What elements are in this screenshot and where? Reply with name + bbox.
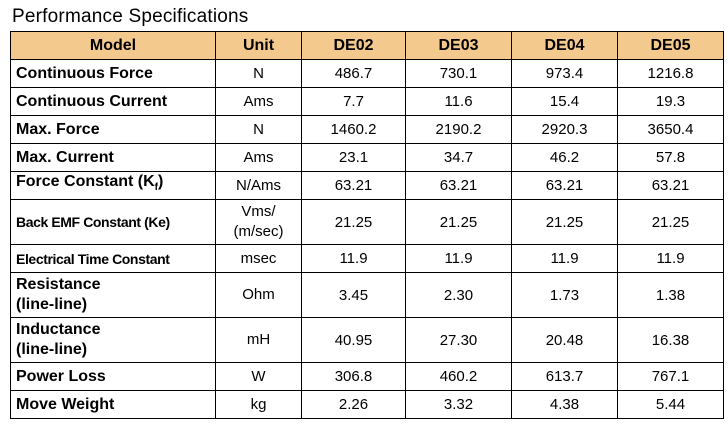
header-de05: DE05 <box>617 31 724 60</box>
cell-value: 21.25 <box>511 199 618 245</box>
row-unit: Vms/ (m/sec) <box>215 199 302 245</box>
header-de03: DE03 <box>405 31 512 60</box>
header-de02: DE02 <box>301 31 406 60</box>
cell-value: 11.9 <box>617 244 724 273</box>
row-label-end: ) <box>158 173 164 191</box>
cell-value: 23.1 <box>301 143 406 172</box>
header-de04: DE04 <box>511 31 618 60</box>
cell-value: 16.38 <box>617 317 724 363</box>
cell-value: 20.48 <box>511 317 618 363</box>
row-unit: N <box>215 115 302 144</box>
cell-value: 1216.8 <box>617 59 724 88</box>
header-row: Model Unit DE02 DE03 DE04 DE05 <box>10 31 724 60</box>
row-label-line: (line-line) <box>16 341 88 358</box>
cell-value: 63.21 <box>405 171 512 200</box>
cell-value: 63.21 <box>617 171 724 200</box>
row-label-text: Force Constant (K <box>16 173 155 191</box>
cell-value: 46.2 <box>511 143 618 172</box>
row-label: Force Constant (Kf) <box>10 171 216 200</box>
row-unit-line: (m/sec) <box>233 223 284 240</box>
row-unit-line: Vms/ <box>241 203 276 220</box>
row-label: Max. Force <box>10 115 216 144</box>
cell-value: 34.7 <box>405 143 512 172</box>
row-unit: Ohm <box>215 272 302 318</box>
table-row: Power Loss W 306.8 460.2 613.7 767.1 <box>10 362 724 391</box>
cell-value: 2.26 <box>301 390 406 419</box>
row-unit: msec <box>215 244 302 273</box>
cell-value: 3.45 <box>301 272 406 318</box>
page-title: Performance Specifications <box>12 6 249 27</box>
cell-value: 4.38 <box>511 390 618 419</box>
cell-value: 11.9 <box>405 244 512 273</box>
cell-value: 2190.2 <box>405 115 512 144</box>
cell-value: 11.9 <box>301 244 406 273</box>
row-label: Continuous Current <box>10 87 216 116</box>
row-label: Power Loss <box>10 362 216 391</box>
cell-value: 1.73 <box>511 272 618 318</box>
cell-value: 1460.2 <box>301 115 406 144</box>
cell-value: 460.2 <box>405 362 512 391</box>
row-label-line: Resistance <box>16 276 101 293</box>
row-unit: Ams <box>215 87 302 116</box>
table-row: Electrical Time Constant msec 11.9 11.9 … <box>10 244 724 273</box>
cell-value: 15.4 <box>511 87 618 116</box>
table-row: Max. Current Ams 23.1 34.7 46.2 57.8 <box>10 143 724 172</box>
cell-value: 11.9 <box>511 244 618 273</box>
cell-value: 57.8 <box>617 143 724 172</box>
cell-value: 5.44 <box>617 390 724 419</box>
row-label-subscript: f <box>154 182 159 194</box>
performance-spec-table: Model Unit DE02 DE03 DE04 DE05 Continuou… <box>10 31 724 419</box>
row-label: Max. Current <box>10 143 216 172</box>
header-model: Model <box>10 31 216 60</box>
table-row: Continuous Force N 486.7 730.1 973.4 121… <box>10 59 724 88</box>
table-row: Back EMF Constant (Ke) Vms/ (m/sec) 21.25… <box>10 199 724 245</box>
row-label-line: Inductance <box>16 321 101 338</box>
cell-value: 27.30 <box>405 317 512 363</box>
table-row: Inductance (line-line) mH 40.95 27.30 20.… <box>10 317 724 363</box>
cell-value: 973.4 <box>511 59 618 88</box>
cell-value: 11.6 <box>405 87 512 116</box>
row-unit: Ams <box>215 143 302 172</box>
cell-value: 63.21 <box>511 171 618 200</box>
row-label: Continuous Force <box>10 59 216 88</box>
row-label: Resistance (line-line) <box>10 272 216 318</box>
cell-value: 3.32 <box>405 390 512 419</box>
table-row: Force Constant (Kf) N/Ams 63.21 63.21 63… <box>10 171 724 200</box>
table-row: Resistance (line-line) Ohm 3.45 2.30 1.73… <box>10 272 724 318</box>
cell-value: 19.3 <box>617 87 724 116</box>
cell-value: 21.25 <box>301 199 406 245</box>
table-row: Continuous Current Ams 7.7 11.6 15.4 19.… <box>10 87 724 116</box>
cell-value: 730.1 <box>405 59 512 88</box>
row-unit: kg <box>215 390 302 419</box>
cell-value: 306.8 <box>301 362 406 391</box>
cell-value: 767.1 <box>617 362 724 391</box>
row-label-line: (line-line) <box>16 296 88 313</box>
row-label: Electrical Time Constant <box>10 244 216 273</box>
row-label: Back EMF Constant (Ke) <box>10 199 216 245</box>
header-unit: Unit <box>215 31 302 60</box>
row-label: Inductance (line-line) <box>10 317 216 363</box>
row-unit: N <box>215 59 302 88</box>
cell-value: 7.7 <box>301 87 406 116</box>
row-unit: mH <box>215 317 302 363</box>
row-label: Move Weight <box>10 390 216 419</box>
cell-value: 486.7 <box>301 59 406 88</box>
cell-value: 3650.4 <box>617 115 724 144</box>
row-unit: W <box>215 362 302 391</box>
cell-value: 21.25 <box>405 199 512 245</box>
cell-value: 40.95 <box>301 317 406 363</box>
table-row: Move Weight kg 2.26 3.32 4.38 5.44 <box>10 390 724 419</box>
cell-value: 2920.3 <box>511 115 618 144</box>
table-row: Max. Force N 1460.2 2190.2 2920.3 3650.4 <box>10 115 724 144</box>
cell-value: 613.7 <box>511 362 618 391</box>
cell-value: 2.30 <box>405 272 512 318</box>
cell-value: 63.21 <box>301 171 406 200</box>
cell-value: 1.38 <box>617 272 724 318</box>
cell-value: 21.25 <box>617 199 724 245</box>
row-unit: N/Ams <box>215 171 302 200</box>
